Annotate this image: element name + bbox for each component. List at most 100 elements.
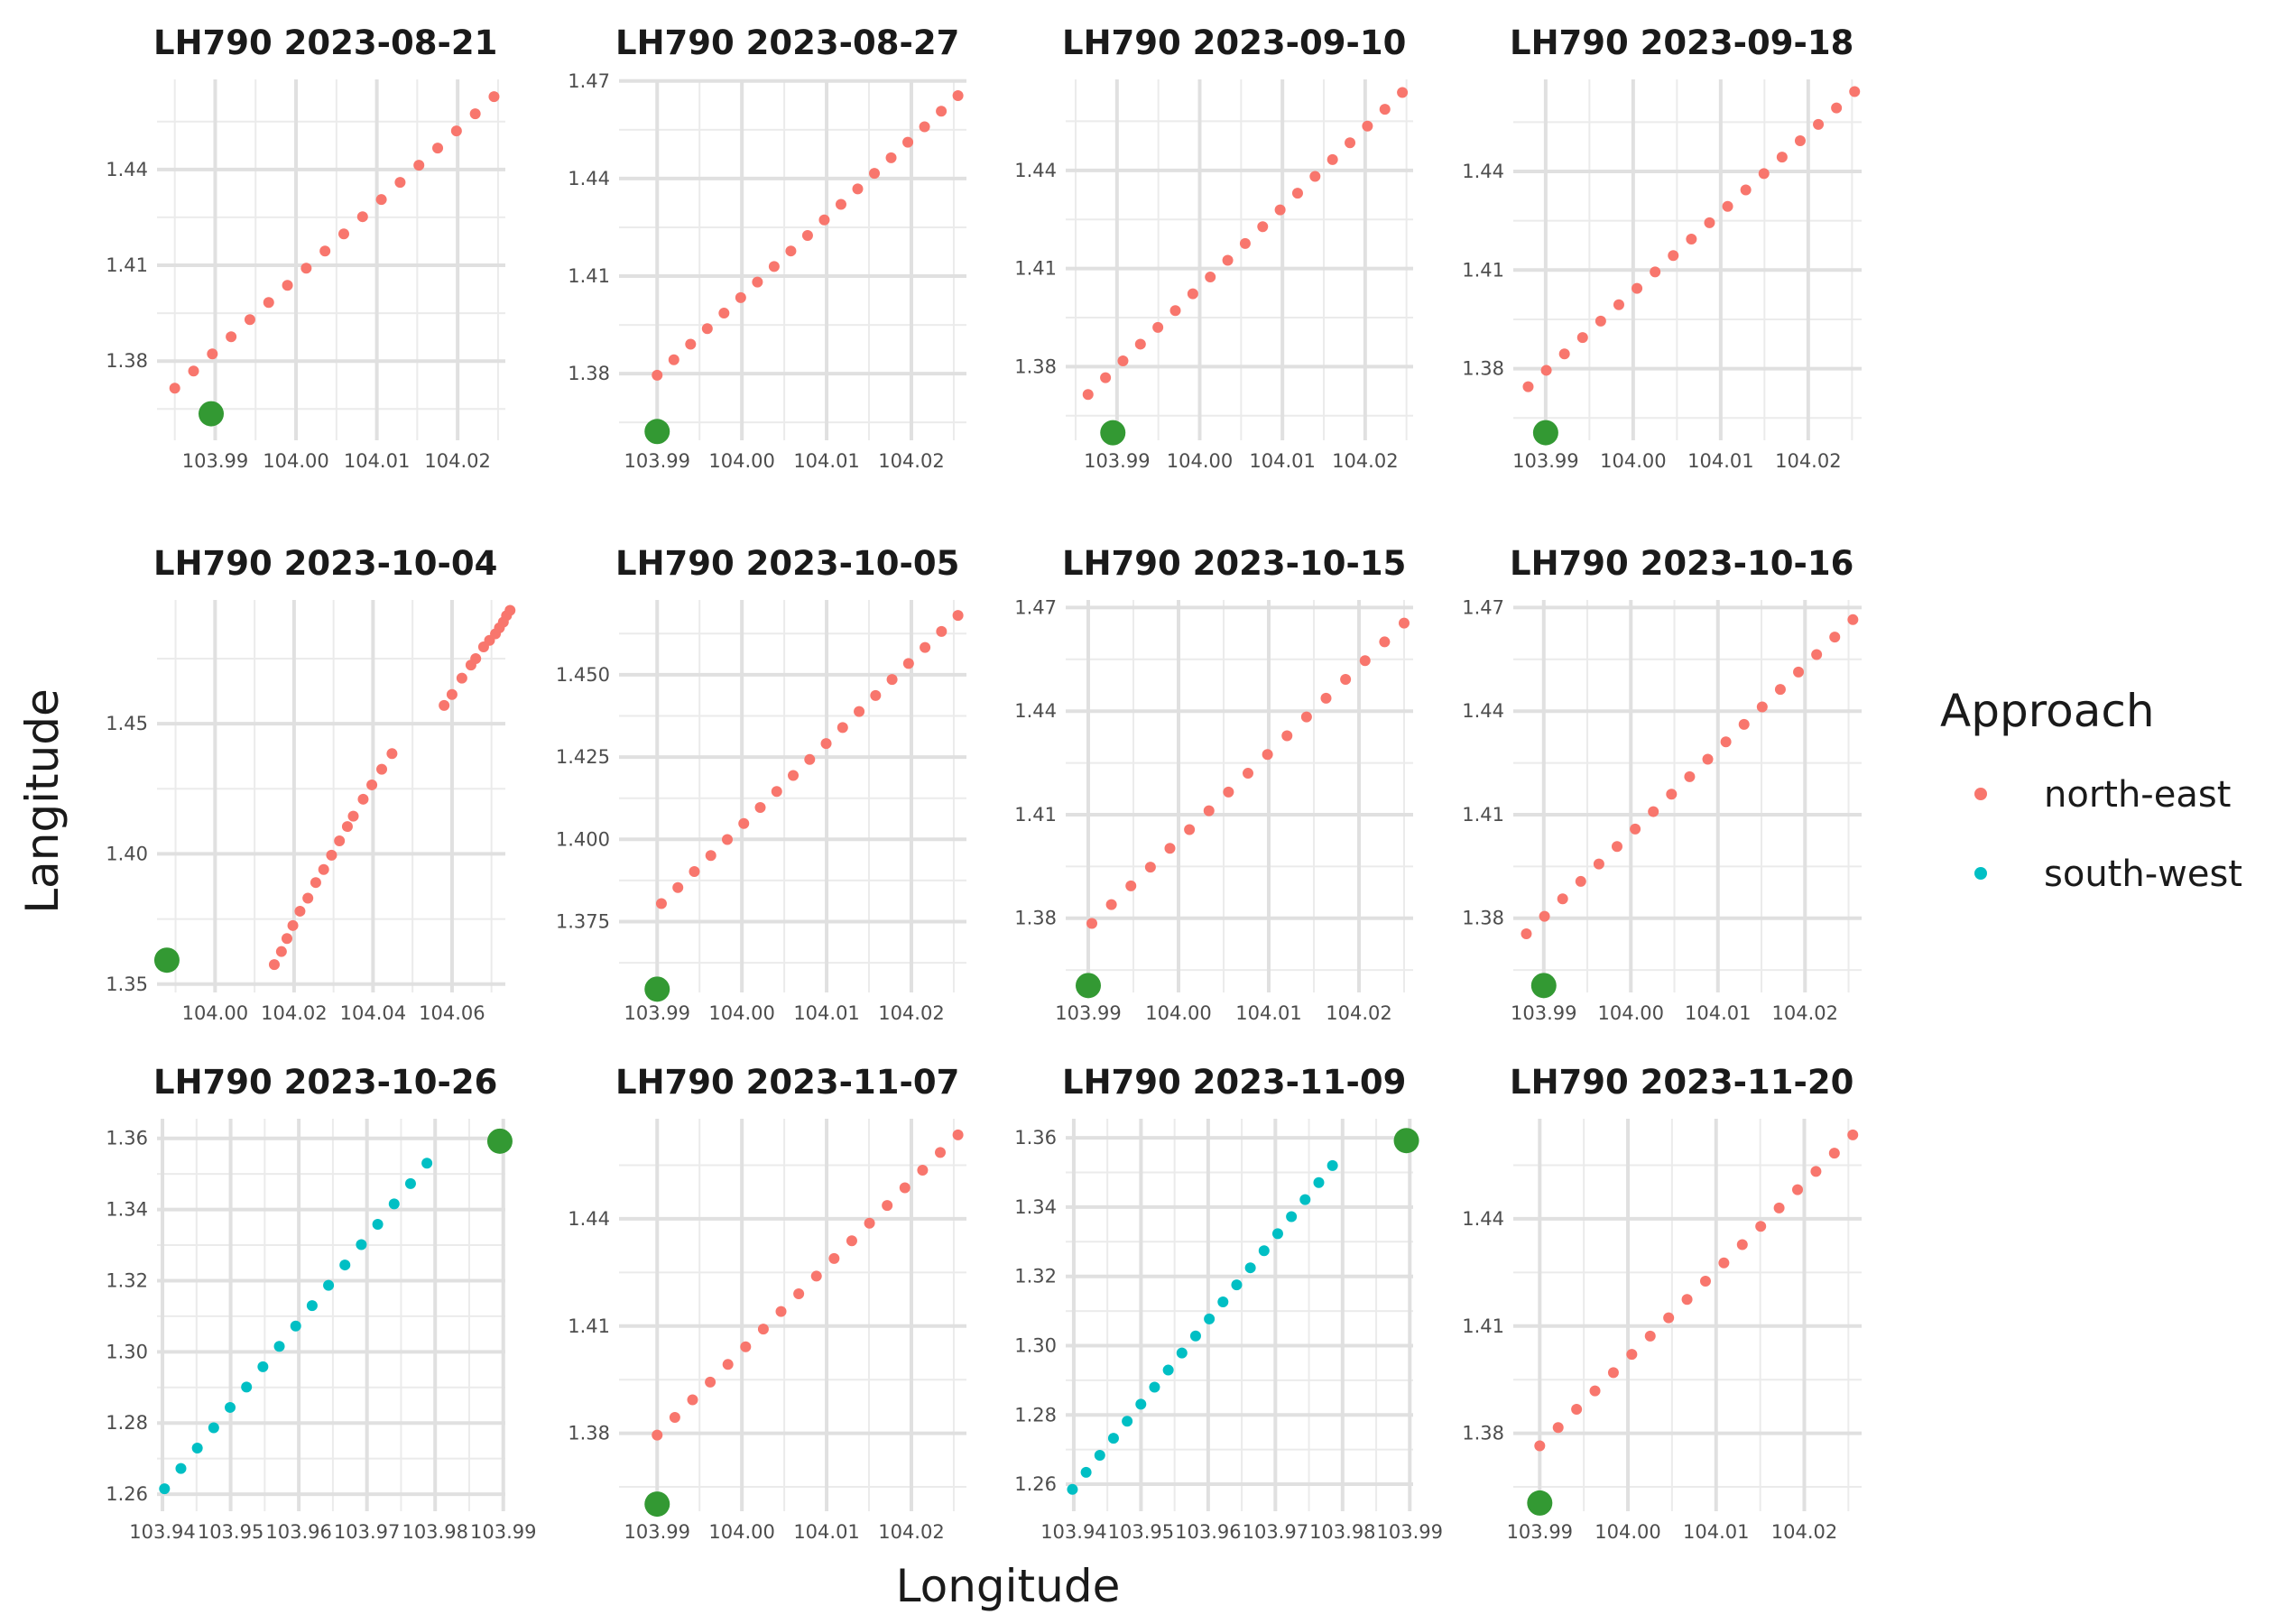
data-point xyxy=(668,354,679,365)
panel-4: 104.00 104.02 104.04 104.06 1.35 1.40 1.45 LH79… xyxy=(106,544,516,1024)
x-tick-label: 103.99 xyxy=(624,1521,690,1543)
data-point xyxy=(1813,118,1825,130)
y-tick-label: 1.400 xyxy=(556,828,610,850)
data-point xyxy=(356,211,368,223)
data-point xyxy=(372,1218,384,1230)
x-tick-label: 104.00 xyxy=(708,1521,774,1543)
x-tick-label: 104.02 xyxy=(1332,450,1398,472)
data-point xyxy=(828,1252,840,1264)
panel-title: LH790 2023-10-04 xyxy=(153,544,497,583)
data-point xyxy=(1810,1166,1822,1177)
airport-marker xyxy=(644,1491,670,1518)
data-point xyxy=(685,338,697,350)
data-point xyxy=(326,849,337,861)
data-point xyxy=(1702,753,1714,765)
airport-marker xyxy=(1527,1490,1553,1516)
data-point xyxy=(244,314,255,326)
x-tick-label: 104.02 xyxy=(1326,1002,1391,1024)
y-tick-label: 1.47 xyxy=(568,70,610,92)
data-point xyxy=(1189,1330,1201,1342)
data-point xyxy=(1117,355,1129,367)
x-tick-label: 104.00 xyxy=(1167,450,1233,472)
data-point xyxy=(864,1217,875,1229)
x-tick-label: 103.99 xyxy=(182,450,248,472)
data-point xyxy=(810,1270,822,1282)
data-point xyxy=(282,280,293,291)
panel-title: LH790 2023-11-09 xyxy=(1062,1063,1406,1102)
data-point xyxy=(1271,1228,1283,1240)
data-point xyxy=(257,1361,269,1372)
data-point xyxy=(1595,315,1606,327)
data-point xyxy=(771,786,782,798)
panel-11: 103.99 104.00 104.01 104.02 1.38 1.41 1.44 LH79… xyxy=(1462,1063,1862,1543)
data-point xyxy=(1286,1211,1298,1223)
y-tick-label: 1.34 xyxy=(106,1199,148,1221)
data-point xyxy=(1184,824,1196,835)
x-tick-label: 103.98 xyxy=(1309,1521,1375,1543)
legend-item-south-west: south-west xyxy=(1974,854,2242,895)
data-point xyxy=(1258,1245,1270,1257)
data-point xyxy=(1107,1433,1119,1444)
data-point xyxy=(1847,614,1859,625)
data-point xyxy=(1774,684,1786,696)
data-point xyxy=(1740,184,1752,196)
panel-8: 103.94 103.95 103.96 103.97 103.98 103.99 1.26… xyxy=(106,1063,536,1543)
y-tick-label: 1.425 xyxy=(556,746,610,768)
data-point xyxy=(376,763,388,775)
data-point xyxy=(456,672,467,684)
data-point xyxy=(1082,389,1094,401)
data-point xyxy=(306,1300,318,1312)
y-tick-label: 1.38 xyxy=(568,1423,610,1444)
data-point xyxy=(1134,338,1146,350)
data-point xyxy=(870,689,882,701)
data-point xyxy=(470,652,482,664)
data-point xyxy=(768,261,780,272)
x-tick-label: 104.01 xyxy=(344,450,410,472)
data-point xyxy=(854,706,865,717)
data-point xyxy=(1231,1279,1243,1291)
data-point xyxy=(718,308,730,319)
y-tick-label: 1.44 xyxy=(1462,161,1504,182)
y-tick-label: 1.45 xyxy=(106,713,148,734)
data-point xyxy=(701,323,713,335)
data-point xyxy=(432,143,444,154)
data-point xyxy=(191,1443,203,1454)
y-tick-label: 1.38 xyxy=(106,350,148,372)
data-point xyxy=(287,919,299,931)
data-point xyxy=(1650,266,1661,278)
x-tick-label: 104.00 xyxy=(1145,1002,1211,1024)
data-point xyxy=(450,125,462,137)
data-point xyxy=(705,1376,716,1388)
x-tick-label: 103.99 xyxy=(624,1002,690,1024)
x-tick-label: 104.00 xyxy=(1598,1002,1664,1024)
data-point xyxy=(1281,730,1293,742)
panels: 103.99 104.00 104.01 104.02 1.38 1.41 1.44 LH79… xyxy=(106,23,1862,1543)
x-tick-label: 103.99 xyxy=(470,1521,536,1543)
panel-title: LH790 2023-10-16 xyxy=(1510,544,1853,583)
data-point xyxy=(846,1235,857,1247)
y-tick-label: 1.36 xyxy=(106,1128,148,1149)
legend-title: Approach xyxy=(1940,685,2155,737)
data-point xyxy=(1718,1257,1730,1269)
airport-marker xyxy=(486,1128,513,1154)
airport-marker xyxy=(1532,420,1558,446)
data-point xyxy=(902,136,914,148)
legend: Approach north-east south-west xyxy=(1940,685,2242,895)
airport-marker xyxy=(1076,973,1101,999)
legend-key-north-east xyxy=(1974,788,1987,800)
data-point xyxy=(952,1129,964,1140)
data-point xyxy=(413,160,425,171)
y-tick-label: 1.38 xyxy=(1014,355,1057,377)
data-point xyxy=(1522,381,1534,392)
x-tick-label: 103.99 xyxy=(1507,1521,1573,1543)
data-point xyxy=(159,1483,171,1495)
x-tick-label: 104.04 xyxy=(340,1002,406,1024)
data-point xyxy=(735,291,746,303)
data-point xyxy=(1571,1403,1583,1415)
data-point xyxy=(1205,272,1216,283)
data-point xyxy=(687,1394,698,1406)
data-point xyxy=(885,152,897,163)
panel-9: 103.99 104.00 104.01 104.02 1.38 1.41 1.44 LH79… xyxy=(568,1063,966,1543)
y-tick-label: 1.41 xyxy=(568,265,610,287)
data-point xyxy=(1299,1194,1311,1205)
